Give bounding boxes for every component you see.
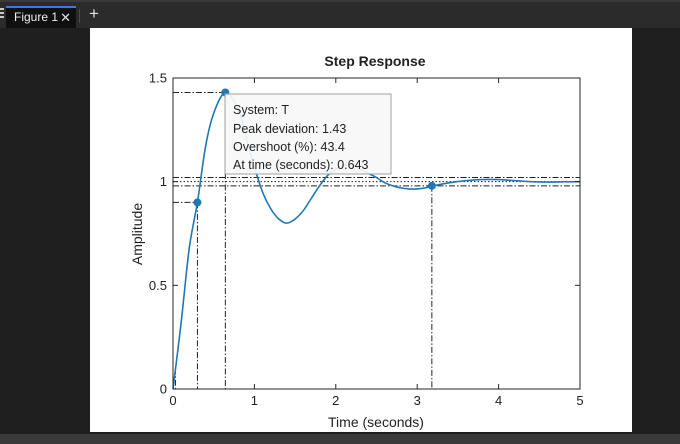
- y-tick-label: 0: [160, 382, 167, 397]
- step-response-plot[interactable]: Step Response 0 1 2 3 4 5 0 0.5 1 1.5 Time (secon…: [90, 28, 632, 432]
- datatip[interactable]: System: T Peak deviation: 1.43 Overshoot…: [224, 93, 392, 175]
- tab-figure-1[interactable]: Figure 1 ✕: [6, 6, 76, 28]
- marker-settling-time: [427, 181, 436, 190]
- plot-background: [90, 28, 632, 432]
- x-tick-label: 1: [251, 393, 258, 408]
- figure-canvas: Step Response 0 1 2 3 4 5 0 0.5 1 1.5 Time (secon…: [90, 28, 632, 432]
- datatip-line-4: At time (seconds): 0.643: [233, 158, 369, 172]
- tab-label: Figure 1: [14, 10, 59, 24]
- datatip-line-1: System: T: [233, 103, 289, 117]
- x-tick-label: 5: [576, 393, 583, 408]
- datatip-line-3: Overshoot (%): 43.4: [233, 140, 345, 154]
- menu-icon[interactable]: [0, 8, 6, 20]
- y-axis-label: Amplitude: [129, 203, 145, 265]
- add-tab-icon[interactable]: +: [89, 4, 99, 23]
- x-tick-label: 2: [332, 393, 339, 408]
- x-tick-label: 0: [169, 393, 176, 408]
- figure-window-tabbar: Figure 1 ✕ +: [0, 0, 680, 28]
- x-tick-label: 4: [495, 393, 502, 408]
- y-tick-label: 1: [160, 174, 167, 189]
- x-axis-label: Time (seconds): [328, 414, 424, 430]
- markers-layer: [193, 88, 436, 207]
- x-tick-label: 3: [414, 393, 421, 408]
- tabbar-top-edge: [0, 0, 680, 2]
- datatip-line-2: Peak deviation: 1.43: [233, 122, 346, 136]
- datatip-box: [224, 93, 392, 175]
- axes-frame: [172, 77, 581, 390]
- chart-title: Step Response: [324, 53, 425, 69]
- marker-rise-time-end: [193, 198, 202, 207]
- ticks-layer: 0 1 2 3 4 5 0 0.5 1 1.5: [149, 71, 584, 409]
- close-icon[interactable]: ✕: [60, 10, 71, 25]
- y-tick-label: 0.5: [149, 278, 167, 293]
- tab-divider: [79, 9, 80, 23]
- window-bottom-bar: [0, 434, 680, 444]
- y-tick-label: 1.5: [149, 71, 167, 86]
